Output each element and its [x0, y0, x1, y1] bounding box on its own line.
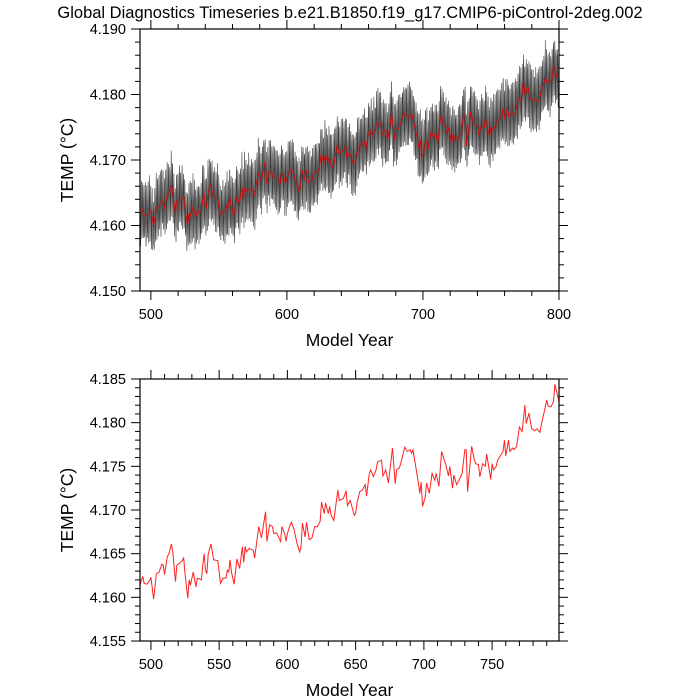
y-tick-label: 4.185: [90, 372, 126, 388]
x-tick-label: 500: [139, 307, 163, 323]
x-tick-label: 750: [480, 657, 504, 673]
x-tick-label: 800: [547, 307, 571, 323]
chart-title: Global Diagnostics Timeseries b.e21.B185…: [57, 4, 642, 22]
x-tick-label: 500: [139, 657, 163, 673]
annual-series-line: [140, 65, 559, 227]
x-axis-label: Model Year: [306, 680, 394, 700]
y-tick-label: 4.175: [90, 459, 126, 475]
x-tick-label: 700: [412, 657, 436, 673]
y-tick-label: 4.180: [90, 416, 126, 432]
y-tick-label: 4.180: [90, 88, 126, 104]
y-tick-label: 4.155: [90, 634, 126, 650]
y-tick-label: 4.150: [90, 284, 126, 300]
y-axis-label: TEMP (°C): [57, 468, 77, 552]
x-axis-label: Model Year: [306, 330, 394, 350]
bottom-panel: 500 550 600 650 700 750 4.155 4.160 4.165 4.170 4.…: [57, 370, 568, 700]
y-tick-label: 4.170: [90, 503, 126, 519]
y-axis-label: TEMP (°C): [57, 118, 77, 202]
y-tick-label: 4.160: [90, 219, 126, 235]
y-tick-label: 4.165: [90, 547, 126, 563]
annual-series-line: [140, 384, 559, 600]
y-tick-label: 4.170: [90, 153, 126, 169]
top-panel: 500 600 700 800 4.150 4.160 4.170 4.180 4.190 Mod…: [57, 20, 571, 350]
plot-area: [140, 384, 559, 600]
x-tick-label: 650: [344, 657, 368, 673]
plot-area: [140, 40, 559, 251]
y-tick-label: 4.160: [90, 590, 126, 606]
y-tick-label: 4.190: [90, 22, 126, 38]
x-tick-label: 700: [411, 307, 435, 323]
x-tick-label: 600: [275, 307, 299, 323]
plot-frame: [139, 378, 560, 642]
x-tick-label: 600: [275, 657, 299, 673]
monthly-series-line: [140, 40, 559, 251]
x-tick-label: 550: [207, 657, 231, 673]
